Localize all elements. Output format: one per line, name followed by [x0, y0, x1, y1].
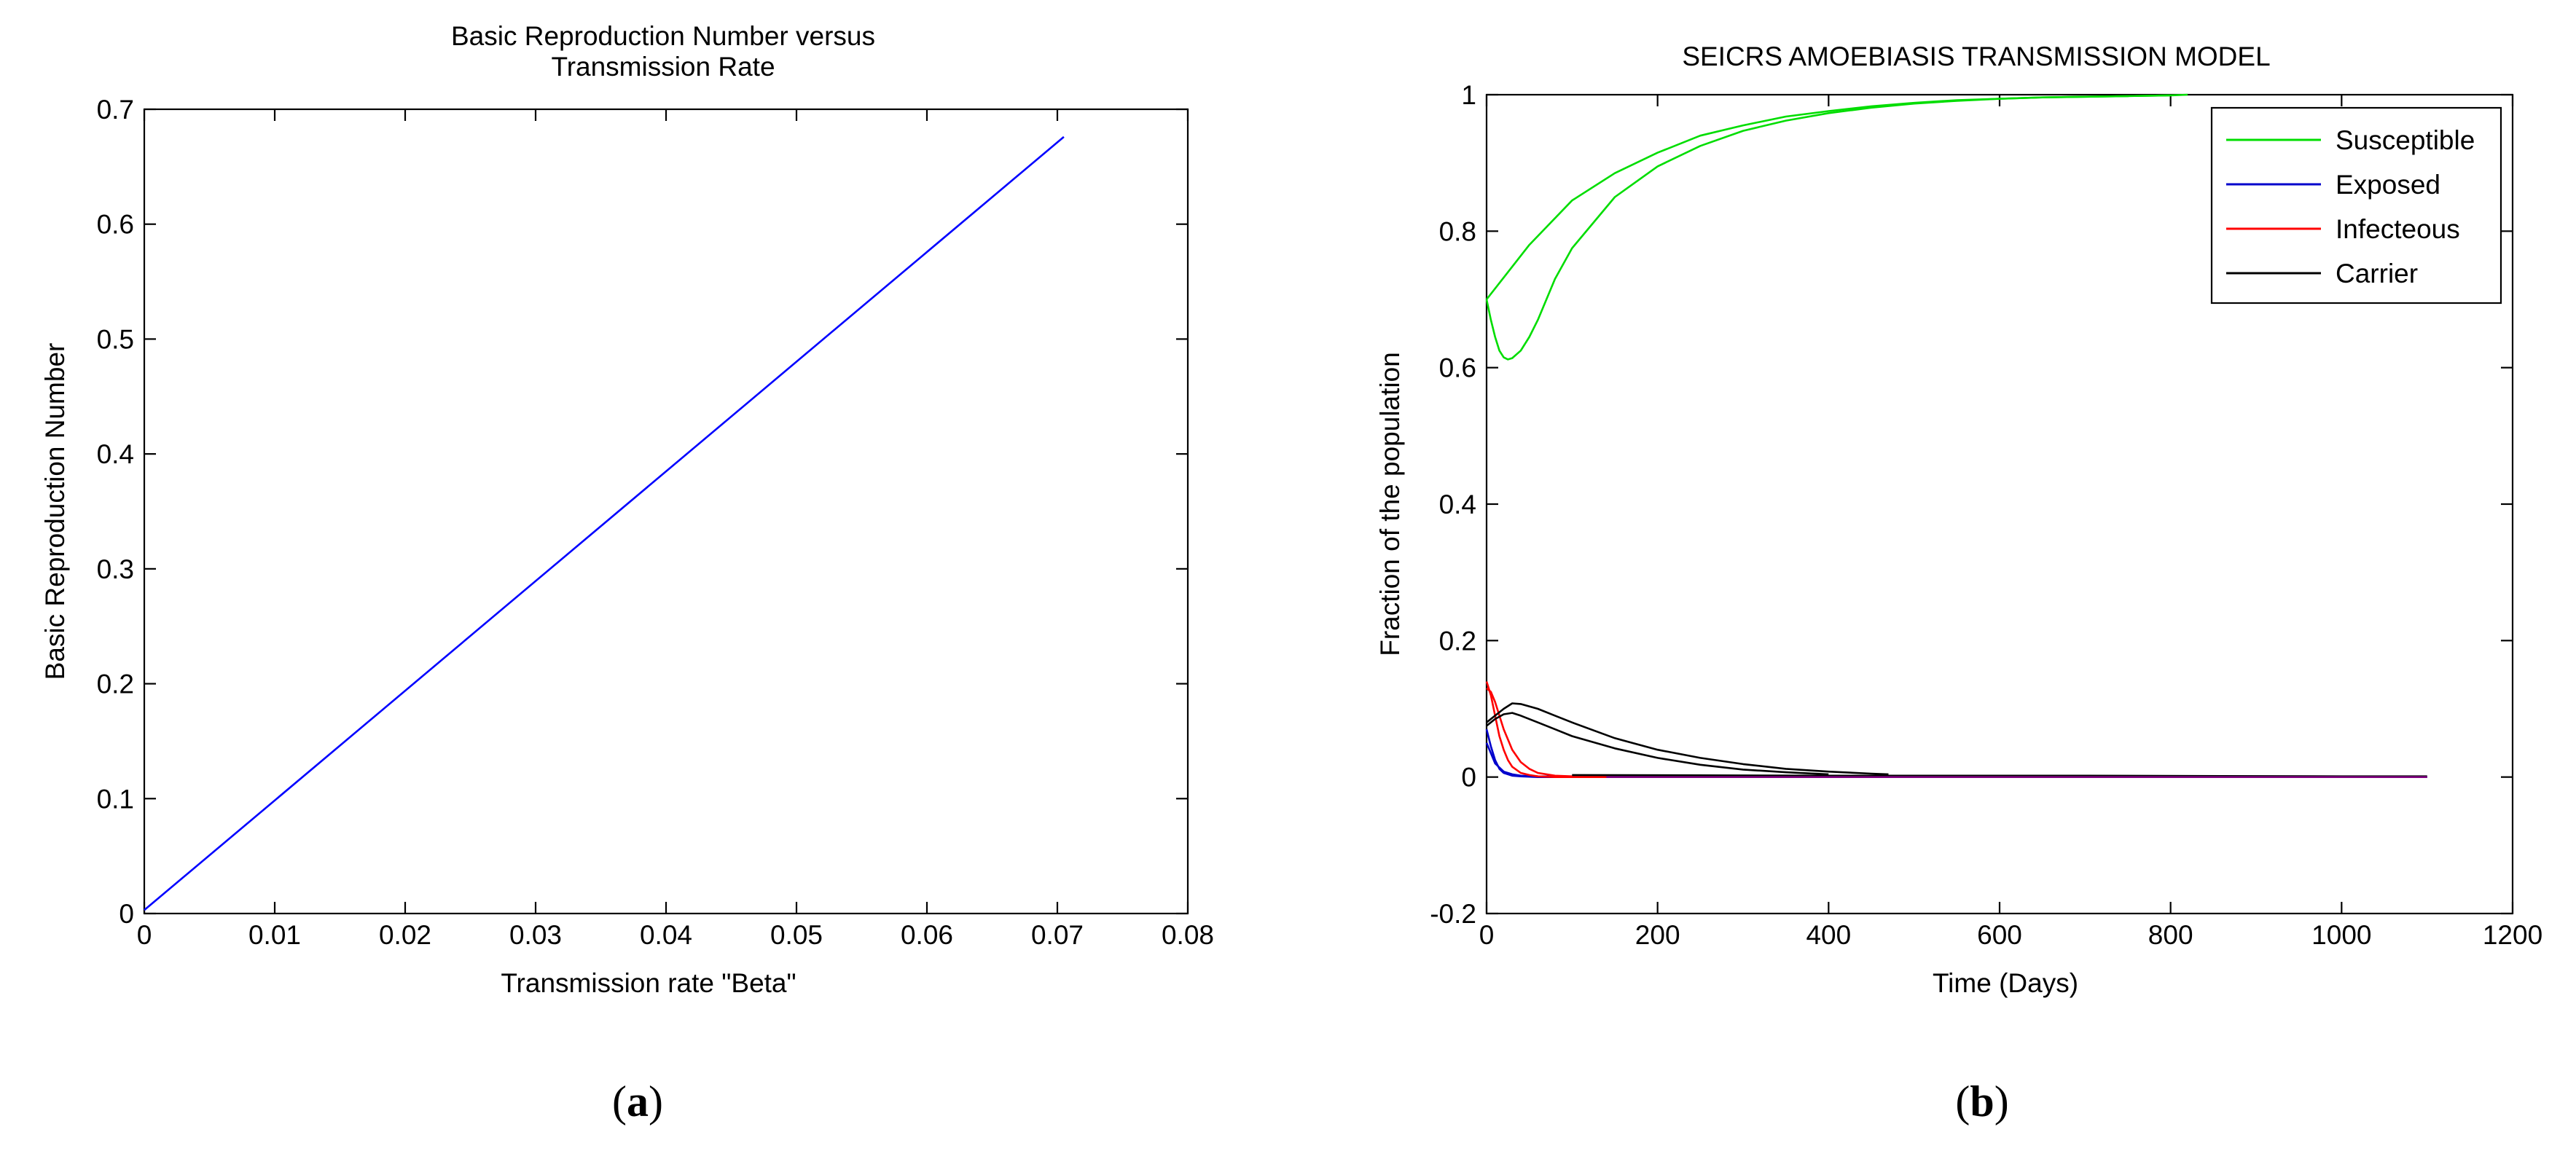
panel-b-y-tick-label: 0.6 [1439, 353, 1476, 383]
panel-b-y-tick-label: 1 [1461, 80, 1476, 110]
panel-a-y-tick-label: 0.7 [97, 95, 134, 125]
panel-a-y-tick-label: 0.5 [97, 324, 134, 354]
panel-b-title: SEICRS AMOEBIASIS TRANSMISSION MODEL [1682, 42, 2270, 71]
panel-a-series [144, 135, 1065, 911]
panel-b-x-tick-label: 1000 [2311, 920, 2371, 950]
panel-a-x-tick-label: 0 [137, 920, 152, 950]
panel-a-caption-letter: a [627, 1077, 649, 1126]
panel-a-x-tick-label: 0.01 [248, 920, 301, 950]
panel-b-series-curve-7 [1486, 712, 1829, 776]
panel-b-y-tick-label: 0 [1461, 763, 1476, 793]
panel-a-tick-labels: 0 0.01 0.02 0.03 0.04 0.05 0.06 0.07 0.08 0 0.1 0.2… [97, 95, 1214, 950]
panel-a-title-line-1: Basic Reproduction Number versus [451, 21, 875, 51]
panel-b-legend-items: Susceptible Exposed Infecteous Carrier [2226, 125, 2475, 288]
panel-a-x-tick-label: 0.08 [1162, 920, 1214, 950]
panel-a-y-tick-label: 0.3 [97, 554, 134, 584]
legend-label-carrier: Carrier [2336, 259, 2418, 288]
panel-a-y-tick-label: 0.1 [97, 784, 134, 814]
legend-label-infecteous: Infecteous [2336, 214, 2460, 244]
panel-a-y-tick-label: 0.2 [97, 669, 134, 699]
panel-a-y-tick-label: 0.4 [97, 439, 134, 469]
panel-b-series [1485, 93, 2427, 778]
panel-b-y-axis-label: Fraction of the population [1375, 352, 1405, 656]
panel-b-x-axis-label: Time (Days) [1933, 968, 2078, 998]
panel-b-y-tick-label: 0.8 [1439, 216, 1476, 246]
panel-a-caption: (a) [612, 1077, 663, 1126]
panel-a-x-tick-label: 0.07 [1031, 920, 1084, 950]
panel-b-legend: Susceptible Exposed Infecteous Carrier [2210, 106, 2502, 305]
panel-b-y-tick-label: -0.2 [1430, 899, 1476, 929]
legend-label-susceptible: Susceptible [2336, 125, 2475, 155]
panel-b-y-tick-label: 0.4 [1439, 490, 1476, 519]
panel-b-x-tick-label: 0 [1479, 920, 1495, 950]
panel-a-x-tick-label: 0.06 [901, 920, 953, 950]
panel-a-plot-area [143, 108, 1189, 915]
panel-a-x-tick-label: 0.05 [770, 920, 823, 950]
panel-b-ticks [1485, 93, 2514, 915]
panel-b-x-tick-label: 600 [1977, 920, 2022, 950]
panel-b-x-tick-label: 1200 [2483, 920, 2542, 950]
panel-a-x-tick-label: 0.03 [509, 920, 562, 950]
panel-a-title-line-2: Transmission Rate [551, 52, 775, 82]
panel-b-x-tick-label: 800 [2148, 920, 2193, 950]
panel-b-caption: (b) [1955, 1077, 2008, 1126]
panel-b-y-tick-label: 0.2 [1439, 626, 1476, 656]
panel-b-tick-labels: 0 200 400 600 800 1000 1200-0.200.20.40.60.81 [1430, 80, 2542, 950]
panel-b-series-curve-1 [1485, 94, 2171, 361]
panel-a-chart: Basic Reproduction Number versus Transmi… [40, 21, 1214, 1126]
panel-a-x-tick-label: 0.04 [640, 920, 692, 950]
panel-a-x-tick-label: 0.02 [379, 920, 431, 950]
legend-label-exposed: Exposed [2336, 170, 2440, 200]
panel-a-y-axis-label: Basic Reproduction Number [40, 343, 70, 680]
panel-a-x-axis-label: Transmission rate "Beta" [501, 968, 796, 998]
panel-a-series-curve-0 [144, 135, 1065, 911]
panel-b-x-tick-label: 200 [1635, 920, 1680, 950]
panel-a-y-tick-label: 0 [119, 899, 134, 929]
panel-a-ticks [143, 108, 1189, 915]
panel-b-series-carrier [1486, 702, 1889, 776]
panel-b-chart: SEICRS AMOEBIASIS TRANSMISSION MODEL 0 20… [1375, 42, 2542, 1126]
panel-b-caption-letter: b [1970, 1077, 1994, 1126]
panel-a-y-tick-label: 0.6 [97, 210, 134, 240]
panel-b-x-tick-label: 400 [1806, 920, 1851, 950]
